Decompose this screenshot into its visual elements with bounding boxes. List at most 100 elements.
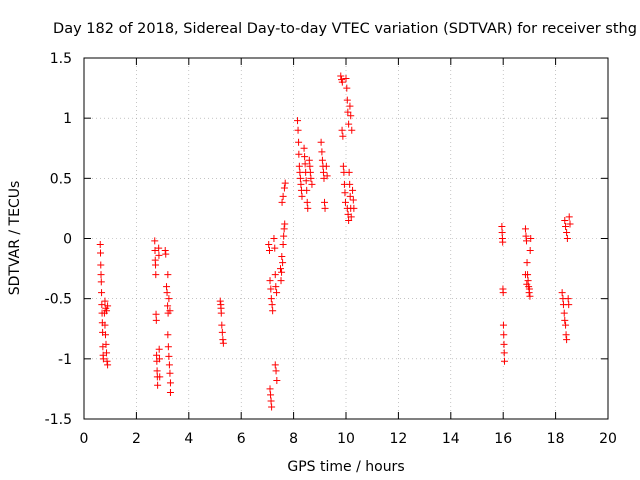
data-point bbox=[155, 355, 163, 363]
data-point bbox=[527, 235, 535, 242]
data-point bbox=[281, 179, 289, 187]
data-point bbox=[566, 220, 574, 228]
data-point bbox=[304, 204, 312, 212]
data-point bbox=[562, 331, 570, 339]
data-point bbox=[271, 271, 279, 279]
data-point bbox=[558, 289, 566, 297]
data-point bbox=[98, 289, 106, 297]
data-point bbox=[97, 278, 105, 286]
data-point bbox=[346, 192, 354, 200]
data-point bbox=[278, 253, 286, 261]
data-point bbox=[163, 289, 171, 297]
data-point bbox=[345, 168, 353, 176]
x-tick-labels: 0 2 4 6 8 10 12 14 16 18 20 bbox=[80, 431, 617, 447]
data-point bbox=[562, 321, 570, 329]
data-point bbox=[279, 192, 287, 200]
data-point bbox=[346, 102, 354, 110]
data-point bbox=[97, 261, 105, 269]
data-point bbox=[341, 198, 349, 206]
data-point bbox=[343, 204, 351, 212]
data-point bbox=[521, 271, 529, 279]
y-tick-labels: -1.5 -1 -0.5 0 0.5 1 1.5 bbox=[45, 51, 72, 428]
data-point bbox=[344, 108, 352, 116]
data-point bbox=[339, 162, 347, 170]
data-point bbox=[99, 355, 107, 363]
data-point bbox=[166, 369, 174, 377]
data-point bbox=[101, 321, 109, 329]
data-point bbox=[526, 247, 534, 255]
data-point bbox=[564, 295, 572, 303]
data-point bbox=[308, 180, 316, 188]
data-point bbox=[271, 244, 279, 252]
data-point bbox=[322, 162, 330, 170]
plot-frame bbox=[83, 57, 609, 420]
data-point bbox=[103, 357, 111, 365]
x-tick-label: 20 bbox=[599, 431, 617, 447]
data-point bbox=[345, 216, 353, 224]
data-point bbox=[561, 216, 569, 224]
data-point bbox=[166, 307, 174, 315]
data-point bbox=[526, 292, 534, 300]
data-point bbox=[521, 225, 529, 233]
data-point bbox=[272, 283, 280, 291]
data-point bbox=[301, 153, 309, 161]
data-point bbox=[499, 321, 507, 329]
data-point bbox=[98, 301, 106, 309]
data-point bbox=[345, 120, 353, 128]
data-point bbox=[265, 247, 273, 255]
data-point bbox=[96, 241, 104, 249]
x-tick-label: 10 bbox=[337, 431, 355, 447]
data-point bbox=[524, 277, 532, 285]
data-point bbox=[344, 210, 352, 218]
data-point bbox=[294, 126, 302, 134]
data-point bbox=[152, 316, 160, 324]
data-point bbox=[218, 321, 226, 329]
data-point bbox=[525, 285, 533, 293]
data-point bbox=[162, 250, 170, 258]
data-point bbox=[266, 385, 274, 393]
data-point bbox=[338, 78, 346, 86]
data-point bbox=[269, 307, 277, 315]
data-point bbox=[280, 225, 288, 233]
data-point bbox=[303, 198, 311, 206]
data-point bbox=[522, 232, 530, 240]
data-point bbox=[279, 259, 287, 267]
data-point bbox=[295, 150, 303, 158]
chart-title: Day 182 of 2018, Sidereal Day-to-day VTE… bbox=[53, 21, 637, 37]
data-point bbox=[155, 345, 163, 353]
data-point bbox=[303, 186, 311, 194]
data-point bbox=[347, 112, 355, 120]
data-point bbox=[272, 367, 280, 375]
data-points bbox=[96, 72, 574, 411]
data-point bbox=[346, 180, 354, 188]
x-tick-label: 4 bbox=[184, 431, 193, 447]
data-point bbox=[268, 301, 276, 309]
data-point bbox=[101, 331, 109, 339]
data-point bbox=[563, 228, 571, 236]
data-point bbox=[321, 198, 329, 206]
data-point bbox=[278, 198, 286, 206]
data-point bbox=[350, 204, 358, 212]
data-point bbox=[342, 74, 350, 82]
data-point bbox=[500, 340, 508, 348]
data-point bbox=[267, 295, 275, 303]
data-point bbox=[103, 307, 111, 315]
x-tick-label: 0 bbox=[80, 431, 89, 447]
data-point bbox=[301, 160, 309, 168]
data-point bbox=[164, 331, 172, 339]
data-point bbox=[280, 232, 288, 240]
data-point bbox=[297, 180, 305, 188]
data-point bbox=[102, 340, 110, 348]
grid-lines bbox=[84, 58, 608, 419]
data-point bbox=[339, 132, 347, 140]
data-point bbox=[338, 126, 346, 134]
data-point bbox=[165, 295, 173, 303]
data-point bbox=[298, 192, 306, 200]
data-point bbox=[273, 289, 281, 297]
data-point bbox=[498, 222, 506, 230]
data-point bbox=[152, 261, 160, 269]
data-point bbox=[501, 357, 509, 365]
data-point bbox=[523, 237, 531, 245]
data-point bbox=[163, 283, 171, 291]
